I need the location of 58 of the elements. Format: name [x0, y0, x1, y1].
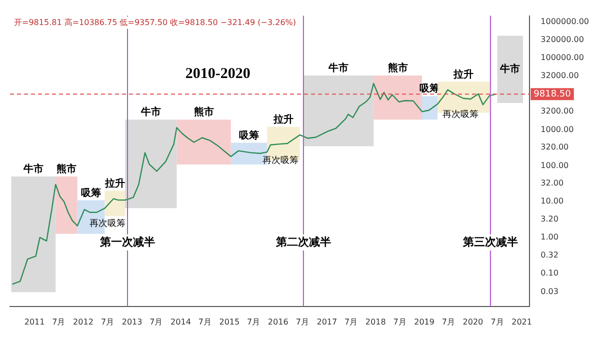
x-tick-label: 2015 — [219, 317, 240, 326]
annotation: 再次吸筹 — [262, 154, 299, 166]
band-label: 吸筹 — [81, 186, 102, 199]
y-tick-label: 320000.00 — [540, 34, 584, 44]
annotation: 开=9815.81 高=10386.75 低=9357.50 收=9818.50 −321.49 (−3.26%) — [14, 18, 296, 27]
text: 2010-2020 — [185, 66, 250, 82]
band-label: 熊市 — [388, 62, 408, 74]
x-tick-label: 2021 — [512, 317, 532, 326]
ref-line-label: 第三次减半 — [462, 235, 518, 248]
x-tick-label: 2014 — [170, 317, 191, 326]
band-label: 拉升 — [104, 177, 125, 190]
y-tick-label: 0.03 — [540, 287, 558, 296]
y-tick-label: 1000.00 — [540, 124, 574, 134]
band-label: 吸筹 — [238, 129, 259, 142]
ref-line-label: 第一次减半 — [99, 235, 156, 248]
band-label: 牛市 — [499, 62, 520, 75]
band-label: 牛市 — [22, 163, 44, 176]
band-label: 拉升 — [452, 68, 474, 80]
x-tick-label: 7月 — [344, 317, 358, 326]
x-tick-label: 7月 — [393, 317, 406, 326]
y-tick-label: 32000.00 — [540, 70, 579, 80]
x-tick-label: 2017 — [316, 317, 338, 326]
x-tick-label: 7月 — [100, 317, 114, 326]
y-tick-label: 100.00 — [540, 160, 569, 170]
y-tick-label: 0.32 — [540, 250, 558, 260]
x-tick-label: 2018 — [365, 317, 386, 326]
x-tick-label: 2019 — [414, 317, 434, 326]
band-label: 熊市 — [194, 106, 214, 118]
y-tick-label: 100000.00 — [540, 53, 584, 62]
y-tick-label: 32.00 — [540, 178, 564, 188]
x-tick-label: 2012 — [73, 317, 94, 326]
x-tick-label: 7月 — [198, 317, 212, 326]
x-tick-label: 7月 — [247, 317, 260, 326]
ref-line-label: 9818.50 — [534, 90, 572, 100]
x-tick-label: 7月 — [150, 317, 163, 326]
x-tick-label: 7月 — [490, 317, 504, 326]
x-tick-label: 7月 — [442, 317, 455, 326]
band-label: 熊市 — [56, 163, 76, 176]
annotation: 再次吸筹 — [90, 218, 126, 229]
x-tick-label: 2013 — [122, 317, 142, 326]
x-tick-label: 2011 — [24, 317, 45, 326]
band-label: 牛市 — [328, 62, 349, 74]
band-label: 拉升 — [272, 114, 294, 126]
band-label: 牛市 — [140, 106, 161, 118]
x-tick-label: 7月 — [296, 317, 309, 326]
ref-line-label: 第二次减半 — [274, 235, 331, 248]
y-tick-label: 1.00 — [540, 232, 558, 242]
annotation: 再次吸筹 — [442, 109, 479, 120]
y-tick-label: 3.20 — [540, 214, 558, 224]
x-tick-label: 2016 — [268, 317, 288, 326]
x-tick-label: 7月 — [52, 317, 66, 326]
x-tick-label: 2020 — [462, 317, 484, 326]
y-tick-label: 320.00 — [540, 142, 569, 152]
band-label: 吸筹 — [420, 82, 440, 95]
y-tick-label: 0.10 — [540, 268, 558, 278]
y-tick-label: 1000000.00 — [540, 17, 590, 26]
y-tick-label: 10.00 — [540, 196, 564, 206]
y-tick-label: 3200.00 — [540, 106, 574, 116]
